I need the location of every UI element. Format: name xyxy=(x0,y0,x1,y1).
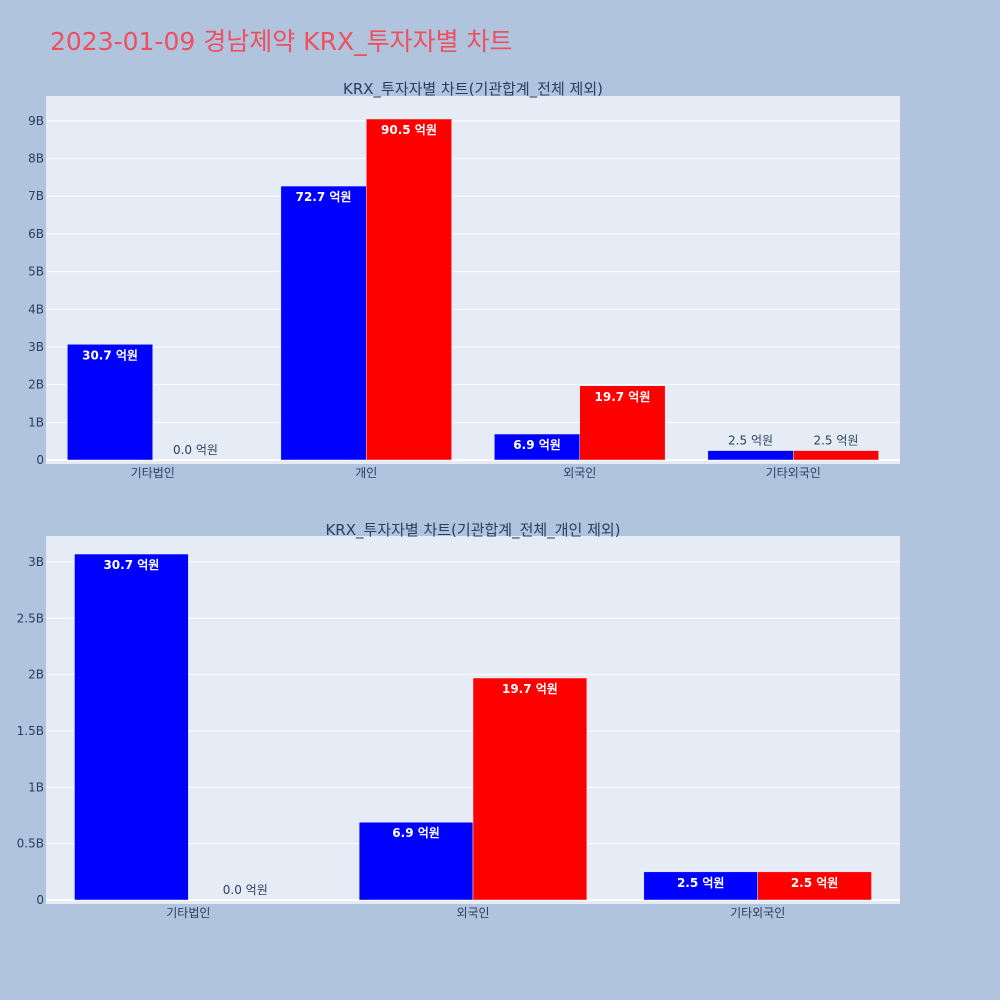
data-label: 2.5 억원 xyxy=(677,876,725,890)
bar xyxy=(494,433,581,461)
x-tick-label: 개인 xyxy=(355,466,377,480)
bar xyxy=(472,677,588,901)
y-tick-label: 0.5B xyxy=(17,837,44,851)
bar xyxy=(366,118,452,461)
y-tick-label: 5B xyxy=(28,265,44,279)
data-label: 0.0 억원 xyxy=(173,443,218,457)
y-tick-label: 2B xyxy=(28,668,44,682)
y-tick-label: 2.5B xyxy=(17,611,44,625)
chart-title: KRX_투자자별 차트(기관합계_전체_개인 제외) xyxy=(325,521,620,540)
y-tick-label: 2B xyxy=(28,378,44,392)
data-label: 2.5 억원 xyxy=(791,876,839,890)
bar xyxy=(67,344,153,461)
y-tick-label: 9B xyxy=(28,114,44,128)
bar xyxy=(579,385,666,461)
y-tick-label: 4B xyxy=(28,302,44,316)
x-tick-label: 외국인 xyxy=(563,466,596,480)
bar xyxy=(280,185,367,461)
y-tick-label: 8B xyxy=(28,152,44,166)
bar xyxy=(757,871,872,901)
y-tick-label: 6B xyxy=(28,227,44,241)
y-tick-label: 3B xyxy=(28,340,44,354)
bar xyxy=(358,821,474,901)
data-label: 19.7 억원 xyxy=(595,390,651,404)
data-label: 72.7 억원 xyxy=(296,190,352,204)
bar xyxy=(793,450,879,461)
data-label: 30.7 억원 xyxy=(103,558,159,572)
data-label: 6.9 억원 xyxy=(392,826,440,840)
x-tick-label: 기타법인 xyxy=(166,906,210,920)
y-tick-label: 3B xyxy=(28,555,44,569)
bar xyxy=(643,871,758,901)
x-tick-label: 기타외국인 xyxy=(766,466,821,480)
data-label: 19.7 억원 xyxy=(502,682,558,696)
chart-title: KRX_투자자별 차트(기관합계_전체 제외) xyxy=(343,80,603,99)
data-label: 30.7 억원 xyxy=(82,348,138,362)
y-tick-label: 0 xyxy=(36,893,44,907)
data-label: 2.5 억원 xyxy=(728,434,773,448)
x-tick-label: 기타외국인 xyxy=(730,906,785,920)
y-tick-label: 0 xyxy=(36,453,44,467)
plot-area xyxy=(46,96,900,464)
x-tick-label: 기타법인 xyxy=(131,466,175,480)
x-tick-label: 외국인 xyxy=(456,906,489,920)
bar xyxy=(74,553,189,901)
y-tick-label: 1.5B xyxy=(17,724,44,738)
data-label: 0.0 억원 xyxy=(223,883,268,897)
data-label: 2.5 억원 xyxy=(813,434,858,448)
data-label: 90.5 억원 xyxy=(381,123,437,137)
data-label: 6.9 억원 xyxy=(513,438,561,452)
bar xyxy=(707,450,794,461)
y-tick-label: 7B xyxy=(28,189,44,203)
y-tick-label: 1B xyxy=(28,780,44,794)
page-title: 2023-01-09 경남제약 KRX_투자자별 차트 xyxy=(50,27,513,56)
y-tick-label: 1B xyxy=(28,415,44,429)
